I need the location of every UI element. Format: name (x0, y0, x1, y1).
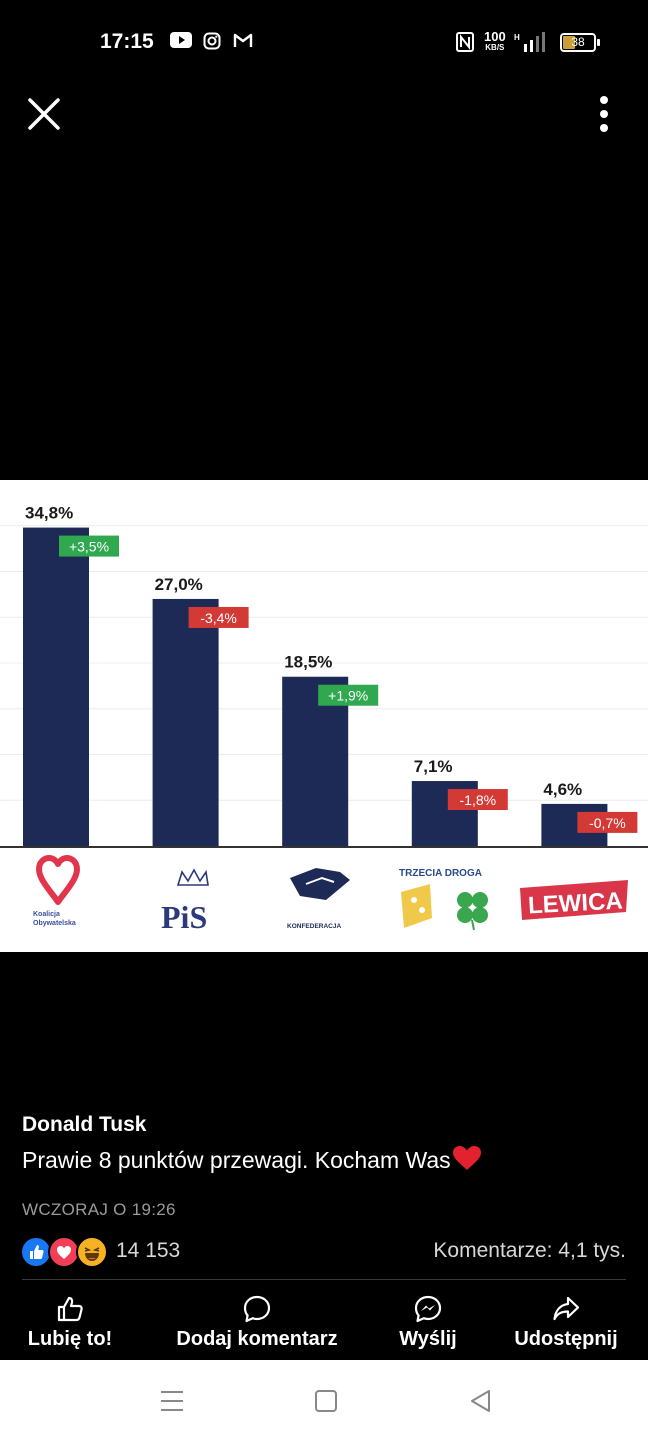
like-icon (20, 1236, 52, 1268)
change-badge-4 (447, 789, 508, 811)
instagram-icon (203, 32, 221, 50)
change-label-1: +3,5% (69, 539, 109, 555)
value-label-5: 4,6% (543, 780, 582, 799)
thumbs-up-icon (57, 1296, 83, 1322)
change-label-4: -1,8% (460, 792, 497, 808)
divider (22, 1279, 626, 1280)
recent-apps-button[interactable] (155, 1384, 189, 1418)
back-icon (471, 1390, 490, 1412)
like-button-label: Lubię to! (27, 1328, 113, 1350)
nfc-icon (456, 32, 474, 52)
battery-level: 38 (571, 35, 585, 49)
send-button-label: Wyślij (399, 1328, 457, 1350)
logo-ko-text-1: Koalicja (33, 911, 60, 918)
comments-count[interactable]: Komentarze: 4,1 tys. (433, 1239, 626, 1262)
menu-icon (161, 1391, 183, 1411)
battery-icon: 38 (560, 33, 600, 52)
post-text-content: Prawie 8 punktów przewagi. Kocham Was (22, 1147, 451, 1173)
home-icon (315, 1390, 337, 1412)
post-author[interactable]: Donald Tusk (22, 1113, 147, 1136)
logo-lewica: LEWICA (520, 880, 628, 920)
haha-icon (76, 1236, 108, 1268)
change-badge-3 (318, 684, 379, 706)
messenger-icon (414, 1295, 442, 1323)
change-label-3: +1,9% (328, 688, 368, 704)
value-label-1: 34,8% (25, 504, 73, 523)
share-button-label: Udostępnij (514, 1328, 618, 1350)
change-label-5: -0,7% (589, 815, 626, 831)
signal-icon: H (514, 32, 545, 52)
logo-koalicja-obywatelska: Koalicja Obywatelska (33, 855, 80, 927)
poll-bar-chart: 34,8% +3,5% 27,0% -3,4% 18,5% +1,9% 7,1% -1,8% 4… (0, 504, 648, 935)
gmail-icon (233, 33, 253, 47)
logo-konfederacja-text: KONFEDERACJA (287, 923, 341, 930)
close-button[interactable] (22, 92, 66, 136)
logo-lewica-text: LEWICA (527, 888, 623, 920)
logo-konfederacja: KONFEDERACJA (287, 868, 350, 930)
value-label-3: 18,5% (284, 653, 332, 672)
bar-2 (152, 598, 219, 846)
like-button[interactable]: Lubię to! (18, 1294, 122, 1356)
system-nav-bar (0, 1360, 648, 1440)
svg-text:H: H (514, 33, 520, 42)
comment-button-label: Dodaj komentarz (176, 1328, 338, 1350)
value-label-4: 7,1% (414, 757, 453, 776)
logo-pis-text: PiS (161, 899, 207, 935)
change-badge-5 (577, 811, 638, 833)
status-bar: 17:15 100 KB/S H 38 (0, 0, 648, 86)
send-button[interactable]: Wyślij (388, 1294, 468, 1356)
reaction-count: 14 153 (116, 1239, 181, 1262)
more-options-button[interactable] (588, 92, 620, 136)
chart-bars: 34,8% +3,5% 27,0% -3,4% 18,5% +1,9% 7,1% -1,8% 4… (23, 504, 638, 846)
value-label-2: 27,0% (155, 575, 203, 594)
more-options-icon (600, 96, 608, 132)
network-speed: 100 KB/S (484, 30, 506, 52)
change-label-2: -3,4% (200, 610, 237, 626)
network-speed-value: 100 (484, 29, 506, 44)
bar-1 (23, 527, 89, 846)
post-timestamp[interactable]: WCZORAJ O 19:26 (22, 1200, 176, 1219)
logo-ko-text-2: Obywatelska (33, 920, 76, 927)
back-button[interactable] (464, 1384, 498, 1418)
logo-trzecia-droga: TRZECIA DROGA (399, 868, 488, 931)
comment-icon (243, 1295, 271, 1323)
share-icon (553, 1296, 580, 1321)
change-badge-1 (59, 535, 119, 557)
youtube-icon (170, 32, 192, 48)
post-text: Prawie 8 punktów przewagi. Kocham Was (22, 1145, 482, 1174)
status-time: 17:15 (100, 30, 154, 53)
red-heart-emoji-icon (452, 1146, 481, 1170)
logo-pis: PiS (161, 868, 209, 935)
home-button[interactable] (309, 1384, 343, 1418)
network-speed-unit: KB/S (485, 43, 505, 52)
post-image[interactable]: 34,8% +3,5% 27,0% -3,4% 18,5% +1,9% 7,1% -1,8% 4… (0, 480, 648, 952)
logo-td-text: TRZECIA DROGA (399, 868, 482, 879)
close-icon (28, 98, 60, 130)
share-button[interactable]: Udostępnij (506, 1294, 626, 1356)
comment-button[interactable]: Dodaj komentarz (160, 1294, 354, 1356)
change-badge-2 (188, 606, 249, 628)
